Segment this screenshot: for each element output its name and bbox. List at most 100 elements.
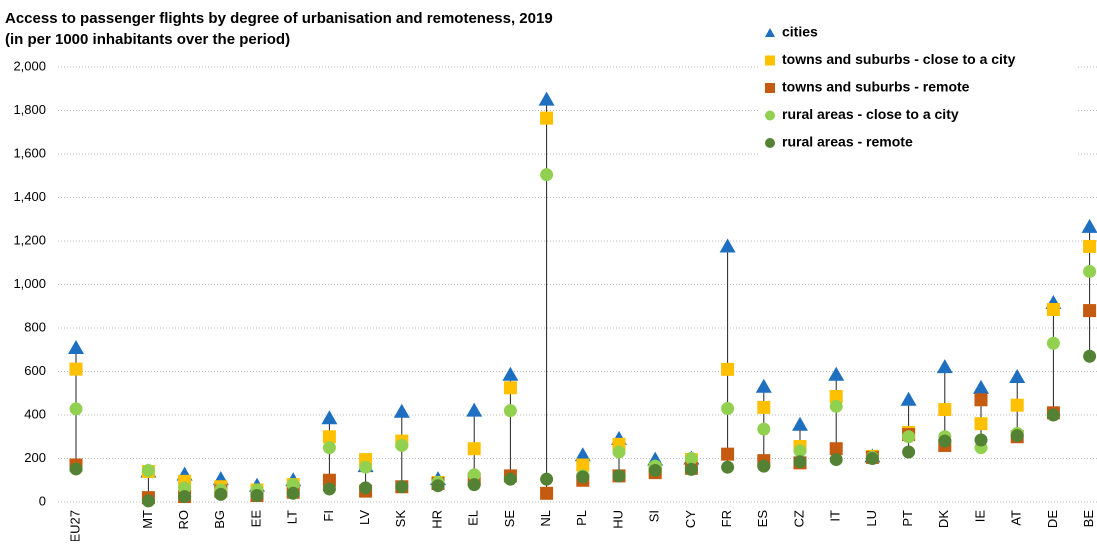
triangle-marker [792, 416, 808, 431]
circle-marker [757, 422, 771, 436]
x-tick-label: DE [1045, 510, 1060, 528]
circle-marker [902, 445, 916, 459]
circle-marker [576, 470, 590, 484]
circle-marker [540, 472, 554, 486]
circle-marker [1083, 264, 1097, 278]
square-marker [540, 486, 554, 500]
x-tick-label: IT [828, 510, 843, 522]
x-tick-label: NL [538, 510, 553, 527]
circle-marker [829, 399, 843, 413]
circle-marker [431, 479, 445, 493]
x-tick-label: PT [900, 510, 915, 527]
circle-marker [214, 487, 228, 501]
x-tick-label: DK [936, 510, 951, 528]
square-marker [1046, 303, 1060, 317]
x-tick-label: LT [285, 510, 300, 524]
circle-marker [648, 463, 662, 477]
circle-marker [359, 481, 373, 495]
triangle-marker [973, 379, 989, 394]
circle-marker [721, 460, 735, 474]
x-tick-label: ES [755, 510, 770, 528]
y-tick-label: 600 [24, 363, 46, 378]
triangle-marker [828, 366, 845, 381]
square-marker [721, 447, 735, 461]
circle-marker [141, 463, 155, 477]
x-tick-label: BG [212, 510, 227, 529]
x-tick-label: SK [393, 510, 408, 528]
x-tick-label: FR [719, 510, 734, 527]
square-marker [576, 458, 590, 472]
triangle-marker [393, 403, 410, 418]
circle-marker [322, 441, 336, 455]
y-tick-label: 2,000 [13, 58, 46, 73]
y-tick-label: 1,600 [13, 145, 46, 160]
circle-marker [141, 494, 155, 508]
circle-marker [865, 452, 879, 465]
triangle-marker [1009, 368, 1026, 383]
triangle-marker [936, 359, 953, 374]
legend-label: rural areas - remote [782, 134, 913, 150]
square-marker [721, 362, 735, 376]
square-marker [467, 442, 481, 456]
circle-marker [250, 488, 264, 502]
circle-marker [467, 468, 481, 482]
y-tick-label: 200 [24, 450, 46, 465]
triangle-marker [321, 410, 338, 425]
square-marker [69, 362, 83, 376]
circle-marker [395, 480, 409, 494]
square-marker [974, 417, 988, 431]
circle-marker [359, 460, 373, 474]
triangle-marker [68, 340, 84, 355]
square-marker [829, 390, 843, 404]
x-tick-label: HU [610, 510, 625, 529]
x-tick-label: EE [248, 510, 263, 528]
x-tick-label: EL [466, 510, 481, 526]
y-tick-label: 1,400 [13, 189, 46, 204]
circle-marker [612, 445, 626, 459]
square-marker [938, 403, 952, 417]
square-marker [1010, 398, 1024, 412]
circle-marker [793, 455, 807, 469]
circle-marker [69, 462, 83, 476]
x-tick-label: EU27 [67, 510, 82, 541]
circle-marker [684, 452, 698, 465]
square-marker [974, 393, 988, 407]
y-tick-label: 1,800 [13, 102, 46, 117]
circle-marker [1083, 349, 1097, 363]
y-tick-label: 1,000 [13, 276, 46, 291]
square-marker [540, 111, 554, 125]
circle-marker [757, 459, 771, 473]
circle-marker [69, 402, 83, 416]
square-marker [757, 400, 771, 414]
circle-marker [178, 490, 192, 504]
circle-marker [395, 438, 409, 452]
legend-label: towns and suburbs - close to a city [782, 51, 1016, 67]
legend-symbol [765, 55, 775, 66]
circle-marker [1046, 336, 1060, 350]
x-tick-label: LU [864, 510, 879, 527]
x-tick-label: CZ [791, 510, 806, 527]
triangle-marker [538, 91, 555, 106]
circle-marker [684, 462, 698, 476]
circle-marker [829, 453, 843, 467]
triangle-marker [719, 238, 736, 253]
square-marker [503, 381, 517, 395]
x-tick-label: MT [140, 510, 155, 529]
circle-marker [1010, 429, 1024, 443]
circle-marker [902, 430, 916, 444]
circle-marker [793, 444, 807, 458]
legend-label: rural areas - close to a city [782, 106, 959, 122]
x-tick-label: IE [972, 510, 987, 523]
square-marker [322, 430, 336, 444]
chart-subtitle: (in per 1000 inhabitants over the period… [5, 31, 290, 48]
square-marker [1083, 239, 1097, 253]
x-tick-label: LV [357, 510, 372, 525]
triangle-marker [755, 378, 772, 393]
legend-label: towns and suburbs - remote [782, 79, 970, 95]
circle-marker [503, 472, 517, 486]
triangle-marker [574, 447, 591, 462]
circle-marker [467, 478, 481, 492]
circle-marker [540, 168, 554, 182]
x-tick-label: PL [574, 510, 589, 526]
legend-label: cities [782, 24, 818, 40]
